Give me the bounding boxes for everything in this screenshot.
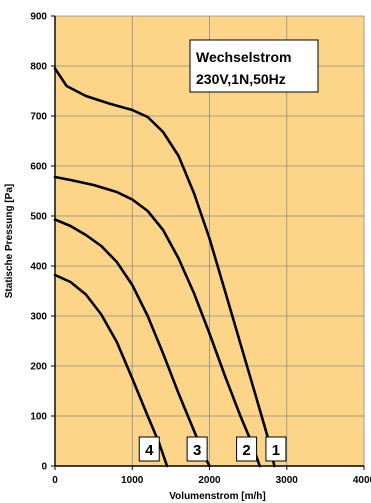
y-tick-label: 100: [30, 412, 47, 423]
y-axis-title: Statische Pressung [Pa]: [4, 184, 15, 298]
fan-curve-4: [53, 273, 169, 468]
x-tick-label: 2000: [198, 475, 221, 486]
y-tick-label: 600: [30, 162, 47, 173]
x-axis-title: Volumenstrom [m/h]: [169, 491, 265, 502]
curve-label-box-2: [236, 436, 258, 462]
fan-curve-3: [53, 218, 211, 468]
curve-label-box-1: [265, 436, 287, 462]
curve-label-4: 4: [145, 442, 154, 459]
curve-label-box-4: [138, 436, 160, 462]
y-tick-label: 500: [30, 212, 47, 223]
curve-label-box-3: [186, 436, 208, 462]
fan-curve-2: [53, 175, 261, 468]
annotation-line: 230V,1N,50Hz: [196, 71, 286, 87]
y-tick-label: 300: [30, 312, 47, 323]
annotation-box: [189, 39, 319, 93]
annotation-line: Wechselstrom: [196, 49, 291, 65]
y-tick-label: 200: [30, 362, 47, 373]
curve-label-2: 2: [242, 442, 250, 459]
curve-label-1: 1: [272, 442, 280, 459]
x-tick-label: 4000: [353, 475, 371, 486]
y-tick-label: 800: [30, 62, 47, 73]
y-tick-label: 0: [41, 462, 47, 473]
y-tick-label: 900: [30, 12, 47, 23]
x-tick-label: 3000: [276, 475, 299, 486]
curve-label-3: 3: [193, 442, 201, 459]
y-tick-label: 400: [30, 262, 47, 273]
x-tick-label: 0: [52, 475, 58, 486]
x-tick-label: 1000: [121, 475, 144, 486]
y-tick-label: 700: [30, 112, 47, 123]
fan-curve-1: [53, 67, 276, 468]
